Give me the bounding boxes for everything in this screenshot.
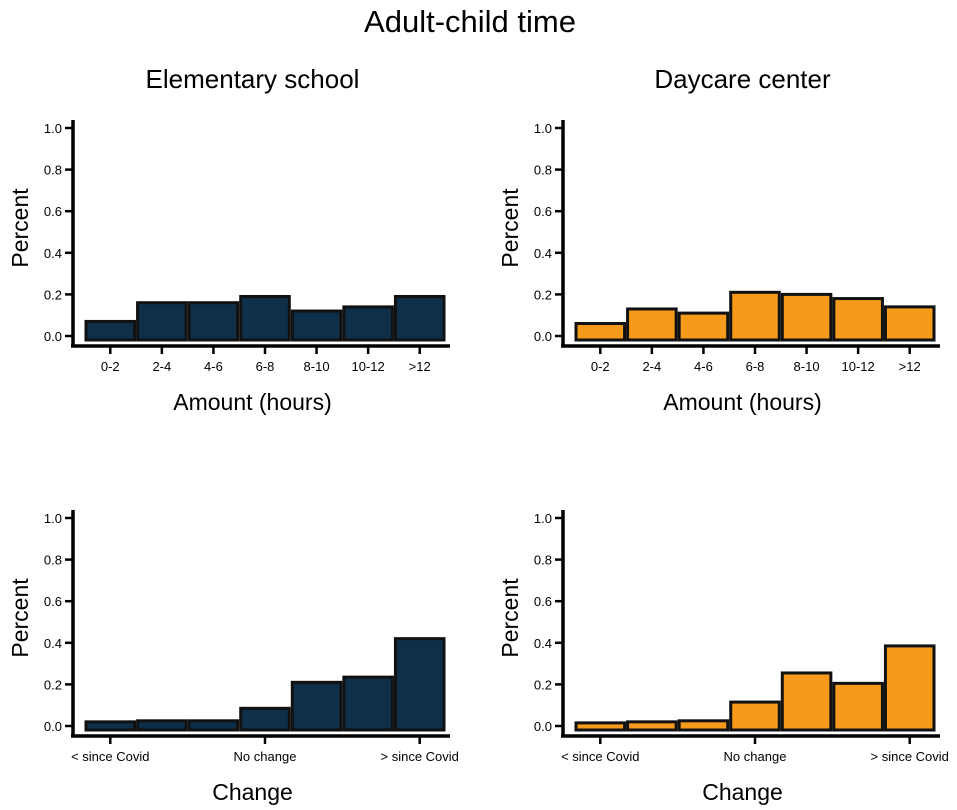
bar-0-2 bbox=[574, 322, 627, 342]
x-tick-label: 2-4 bbox=[152, 359, 171, 374]
y-tick-label: 0.8 bbox=[44, 163, 62, 178]
bar-0-2 bbox=[84, 319, 137, 342]
bar-10-12 bbox=[342, 305, 394, 342]
y-tick-label: 0.8 bbox=[534, 553, 552, 568]
bar-7 bbox=[393, 637, 446, 732]
y-tick-label: 0.0 bbox=[44, 329, 62, 344]
x-tick-label: 2-4 bbox=[642, 359, 661, 374]
x-axis-title: Amount (hours) bbox=[173, 389, 332, 415]
y-tick-label: 0.2 bbox=[44, 287, 62, 302]
bar->12 bbox=[883, 305, 936, 342]
bar-2-4 bbox=[136, 301, 188, 342]
bar-3 bbox=[187, 719, 240, 732]
bar-8-10 bbox=[290, 309, 343, 342]
y-tick-label: 0.4 bbox=[44, 246, 62, 261]
bar-5 bbox=[290, 680, 343, 732]
x-tick-label: 6-8 bbox=[256, 359, 275, 374]
bar-3 bbox=[677, 719, 730, 732]
y-axis-title: Percent bbox=[7, 578, 33, 658]
x-tick-label: < since Covid bbox=[71, 749, 149, 764]
x-tick-label: 4-6 bbox=[694, 359, 713, 374]
bar-6 bbox=[342, 675, 394, 732]
x-tick-label: 6-8 bbox=[746, 359, 765, 374]
y-tick-label: 0.4 bbox=[534, 246, 552, 261]
bar-10-12 bbox=[832, 297, 884, 342]
bar-2 bbox=[626, 720, 678, 732]
x-axis-title: Amount (hours) bbox=[663, 389, 822, 415]
y-tick-label: 1.0 bbox=[44, 511, 62, 526]
bar-1 bbox=[574, 721, 627, 732]
bar-2 bbox=[136, 719, 188, 732]
y-tick-label: 1.0 bbox=[534, 511, 552, 526]
x-tick-label: No change bbox=[234, 749, 297, 764]
x-tick-label: 0-2 bbox=[101, 359, 120, 374]
x-tick-label: 8-10 bbox=[304, 359, 330, 374]
bar-5 bbox=[780, 671, 833, 732]
panel-title: Daycare center bbox=[654, 64, 831, 94]
bar-4 bbox=[239, 706, 291, 732]
x-tick-label: < since Covid bbox=[561, 749, 639, 764]
y-tick-label: 0.6 bbox=[44, 594, 62, 609]
y-tick-label: 0.2 bbox=[534, 677, 552, 692]
y-tick-label: 0.8 bbox=[44, 553, 62, 568]
y-axis-title: Percent bbox=[497, 578, 523, 658]
y-tick-label: 0.2 bbox=[534, 287, 552, 302]
bar-6-8 bbox=[729, 290, 781, 342]
chart-panel-elementary-change: 0.0 0.2 0.4 0.6 0.8 1.0 < since Covid No change… bbox=[7, 510, 459, 805]
x-tick-label: 0-2 bbox=[591, 359, 610, 374]
y-tick-label: 1.0 bbox=[534, 121, 552, 136]
bar-4-6 bbox=[677, 311, 730, 342]
y-tick-label: 0.0 bbox=[534, 329, 552, 344]
y-tick-label: 0.0 bbox=[44, 719, 62, 734]
x-tick-label: 4-6 bbox=[204, 359, 223, 374]
y-tick-label: 0.6 bbox=[534, 204, 552, 219]
panel-title: Elementary school bbox=[146, 64, 360, 94]
x-tick-label: 10-12 bbox=[842, 359, 875, 374]
x-tick-label: >12 bbox=[409, 359, 431, 374]
bar-4-6 bbox=[187, 301, 240, 342]
bar-2-4 bbox=[626, 307, 678, 342]
x-axis-title: Change bbox=[702, 779, 783, 805]
main-title: Adult-child time bbox=[364, 4, 576, 39]
bar->12 bbox=[393, 294, 446, 342]
x-tick-label: > since Covid bbox=[381, 749, 459, 764]
x-tick-label: 10-12 bbox=[352, 359, 385, 374]
y-tick-label: 0.4 bbox=[44, 636, 62, 651]
x-tick-label: > since Covid bbox=[871, 749, 949, 764]
y-tick-label: 0.4 bbox=[534, 636, 552, 651]
x-axis-title: Change bbox=[212, 779, 293, 805]
x-tick-label: 8-10 bbox=[794, 359, 820, 374]
y-axis-title: Percent bbox=[497, 188, 523, 268]
y-tick-label: 0.2 bbox=[44, 677, 62, 692]
x-tick-label: No change bbox=[724, 749, 787, 764]
y-tick-label: 0.8 bbox=[534, 163, 552, 178]
chart-panel-daycare-change: 0.0 0.2 0.4 0.6 0.8 1.0 < since Covid No change… bbox=[497, 510, 949, 805]
y-tick-label: 1.0 bbox=[44, 121, 62, 136]
y-tick-label: 0.6 bbox=[534, 594, 552, 609]
x-tick-label: >12 bbox=[899, 359, 921, 374]
bar-6 bbox=[832, 681, 884, 732]
y-tick-label: 0.6 bbox=[44, 204, 62, 219]
chart-panel-daycare: Daycare center 0.0 0.2 0.4 0.6 0.8 1.0 0-2 2-4 4-… bbox=[497, 64, 940, 415]
bar-7 bbox=[883, 644, 936, 732]
y-tick-label: 0.0 bbox=[534, 719, 552, 734]
bar-4 bbox=[729, 700, 781, 732]
y-axis-title: Percent bbox=[7, 188, 33, 268]
bar-8-10 bbox=[780, 292, 833, 342]
bar-1 bbox=[84, 720, 137, 732]
chart-panel-elementary: Elementary school 0.0 0.2 0.4 0.6 0.8 1.0 0-2 2-… bbox=[7, 64, 450, 415]
bar-6-8 bbox=[239, 294, 291, 342]
